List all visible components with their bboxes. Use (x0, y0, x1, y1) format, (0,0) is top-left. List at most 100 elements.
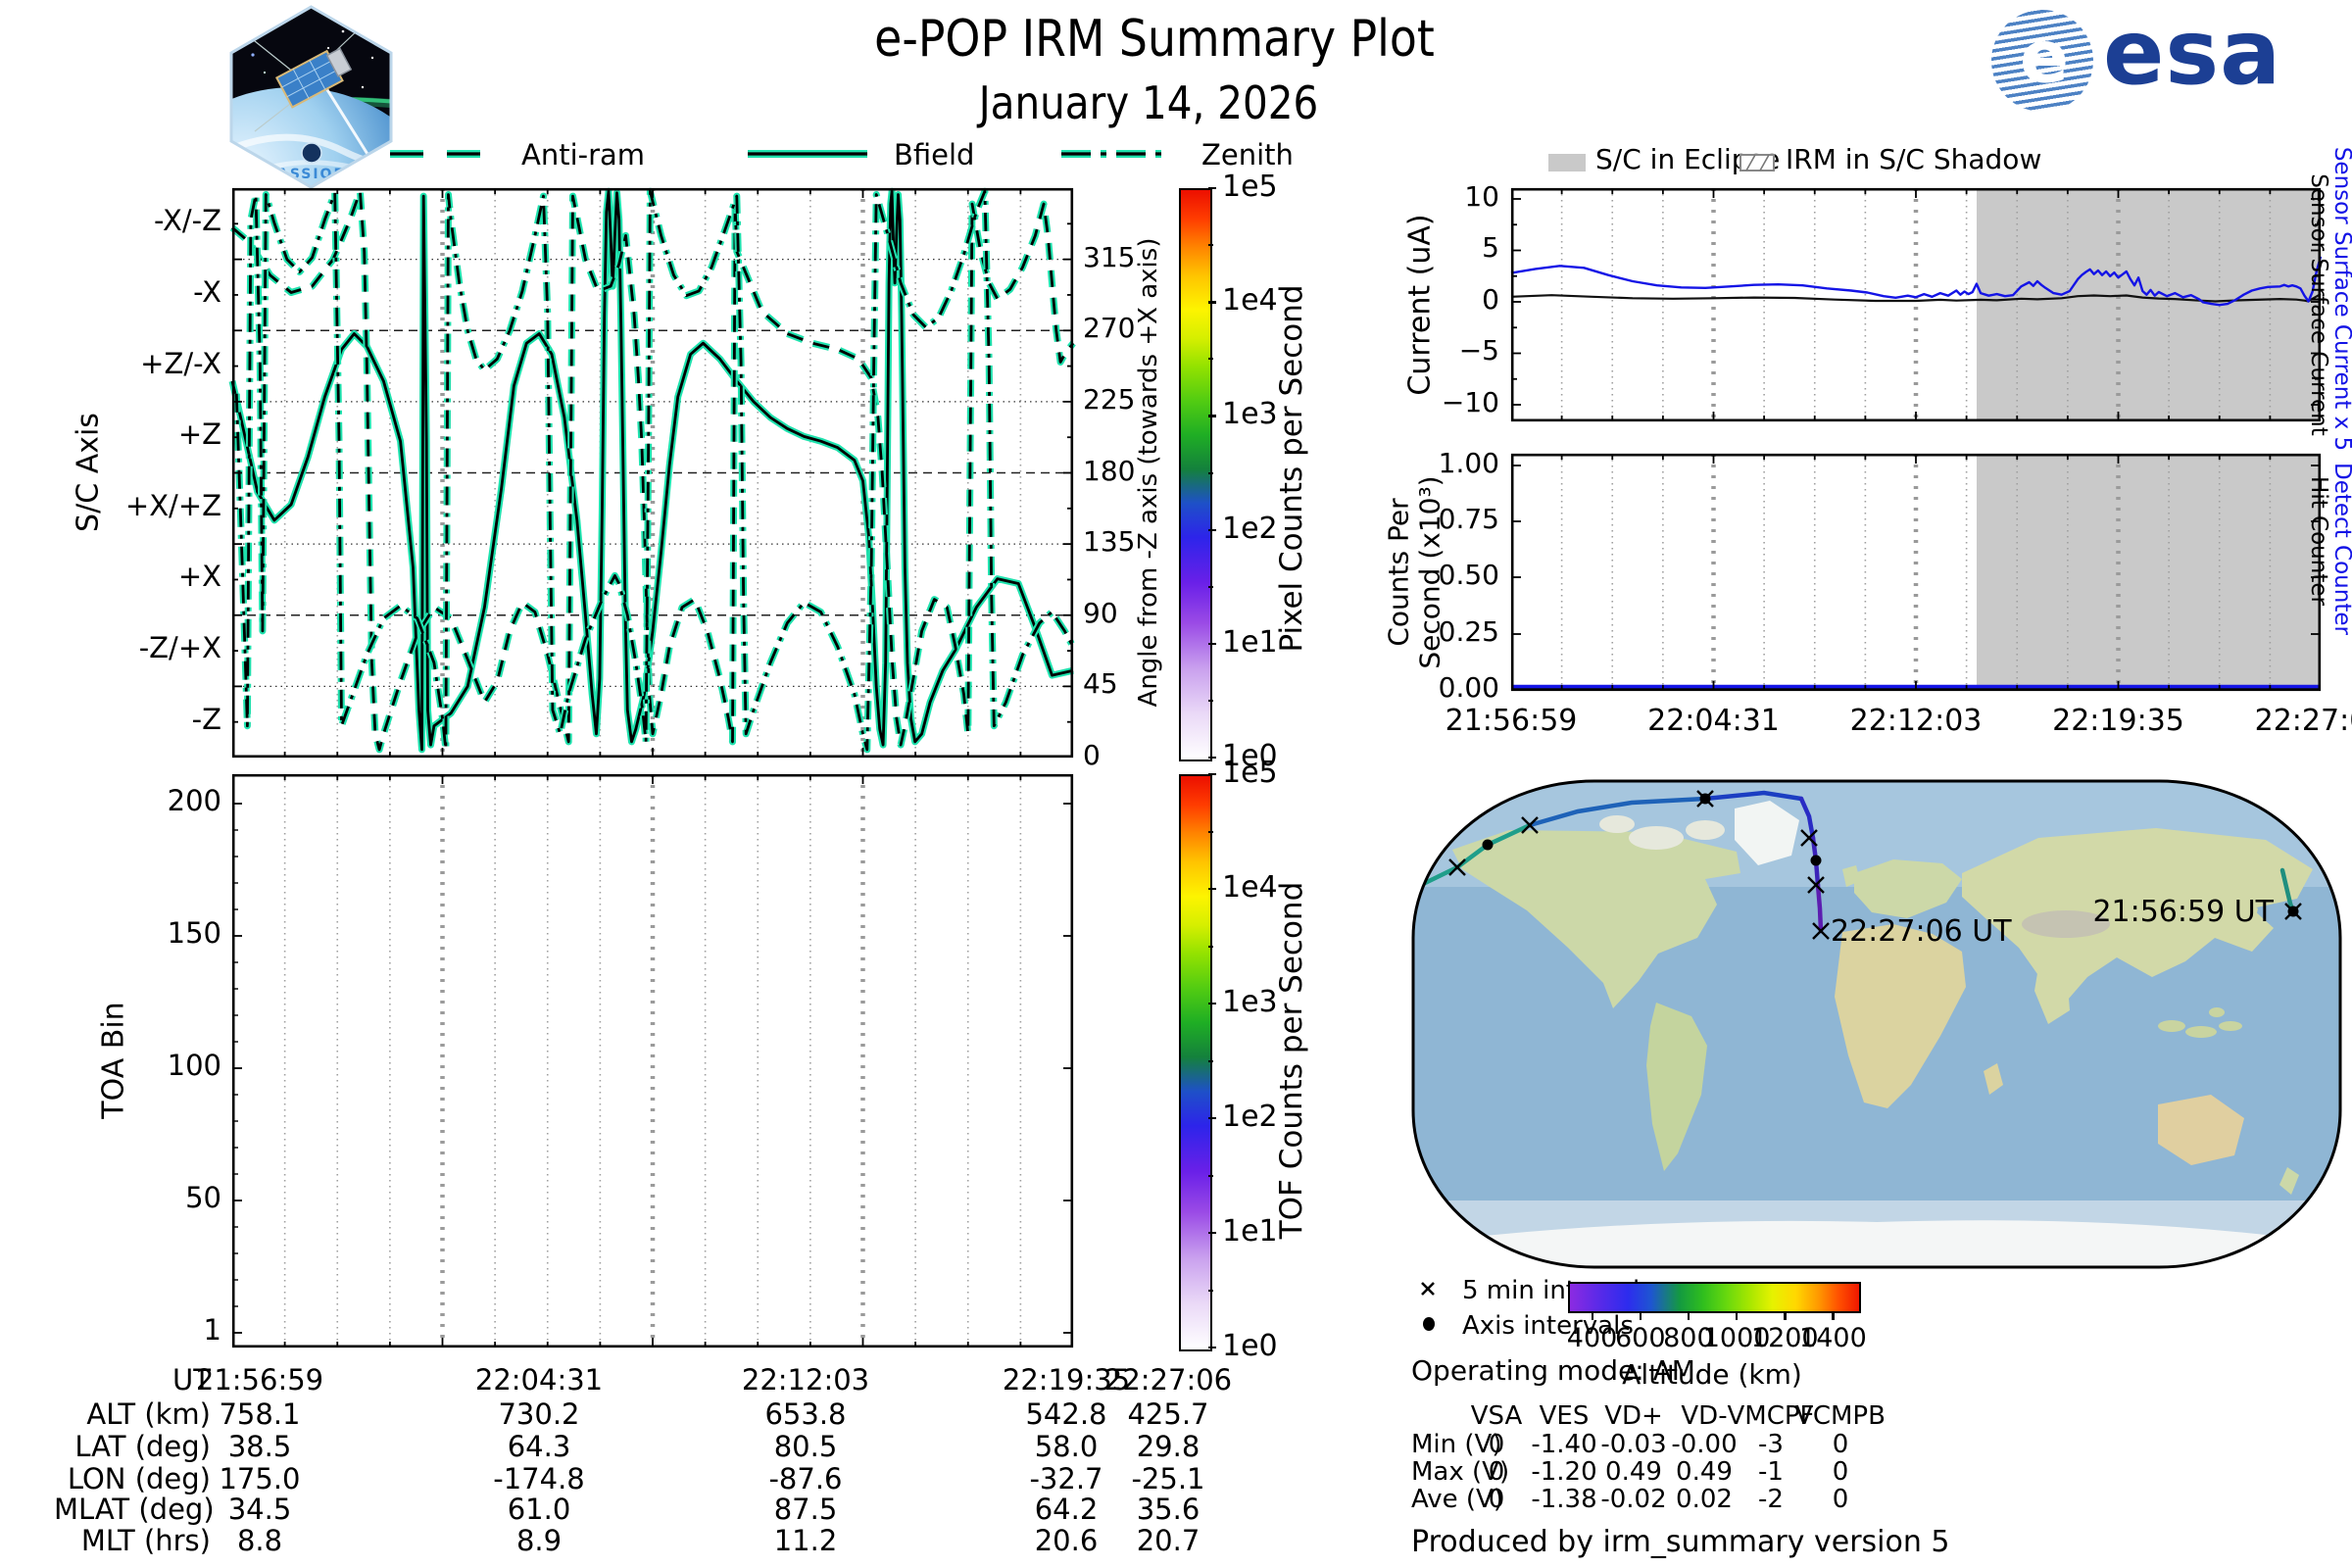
toa-ytick-label: 200 (167, 784, 221, 817)
counts-ytick-label: 0.00 (1438, 671, 1499, 704)
world-map (1411, 779, 2342, 1269)
altitude-tick (1687, 1311, 1690, 1320)
ephemeris-cell: -32.7 (1029, 1462, 1103, 1495)
ephemeris-cell: 64.3 (507, 1430, 571, 1463)
tof-colorbar-tick-label: 1e1 (1222, 1214, 1278, 1249)
ephemeris-cell: 22:04:31 (474, 1363, 604, 1396)
current-ytick-label: −5 (1458, 334, 1499, 367)
altitude-colorbar-label: Altitude (km) (1622, 1358, 1802, 1391)
pixel-colorbar-tick-tick (1208, 642, 1216, 646)
ephemeris-cell: 22:12:03 (741, 1363, 870, 1396)
map-end-time-label: 22:27:06 UT (1831, 914, 2012, 949)
voltage-cell: -2 (1758, 1485, 1784, 1514)
attitude-category-label: -Z/+X (138, 631, 221, 664)
ephemeris-row-label: UT (172, 1363, 211, 1396)
ephemeris-cell: 34.5 (227, 1493, 292, 1526)
attitude-right-tick-label: 90 (1083, 597, 1118, 629)
dot-marker-icon (1423, 1317, 1435, 1331)
ground-track-segment (1815, 882, 1824, 934)
page-subtitle-date: January 14, 2026 (978, 76, 1319, 129)
attitude-right-tick-label: 225 (1083, 383, 1136, 416)
attitude-category-label: -X (193, 275, 221, 309)
pixel-colorbar-tick-label: 1e5 (1222, 170, 1278, 204)
pixel-colorbar-tick-tick (1208, 757, 1216, 760)
attitude-category-label: +X/+Z (124, 489, 221, 522)
pixel-colorbar-tick-label: 1e0 (1222, 739, 1278, 773)
pixel-colorbar-tick-tick (1208, 528, 1216, 531)
voltage-cell: 0 (1488, 1457, 1505, 1487)
pixel-colorbar (1179, 188, 1212, 761)
current-ytick-label: −10 (1441, 386, 1499, 418)
pixel-colorbar-tick-minor-tick (1208, 585, 1213, 588)
altitude-tick (1784, 1311, 1787, 1320)
legend-zenith-swatch-icon (1061, 150, 1169, 158)
ephemeris-cell: 20.7 (1136, 1524, 1200, 1557)
altitude-tick (1736, 1311, 1739, 1320)
altitude-tick (1639, 1311, 1642, 1320)
counts-ytick-label: 0.75 (1438, 503, 1499, 535)
altitude-tick-label: 400 (1566, 1323, 1618, 1353)
time-tick-label: 22:12:03 (1849, 704, 1983, 738)
tof-colorbar-tick-label: 1e0 (1222, 1329, 1278, 1363)
counts-plot (1510, 453, 2322, 692)
tof-colorbar-tick-label: 1e2 (1222, 1100, 1278, 1134)
voltage-cell: 0 (1832, 1457, 1849, 1487)
toa-ytick-label: 50 (185, 1181, 221, 1214)
ephemeris-cell: 20.6 (1034, 1524, 1099, 1557)
pixel-colorbar-tick-label: 1e1 (1222, 624, 1278, 660)
ephemeris-cell: 58.0 (1034, 1430, 1099, 1463)
voltage-cell: -0.00 (1671, 1430, 1738, 1459)
attitude-right-tick-label: 180 (1083, 455, 1136, 487)
voltage-cell: -1.38 (1531, 1485, 1597, 1514)
footer-version-label: Produced by irm_summary version 5 (1411, 1525, 1950, 1559)
tof-colorbar-tick-tick (1208, 1347, 1216, 1349)
pixel-colorbar-tick-label: 1e4 (1222, 283, 1278, 318)
attitude-category-label: -Z (191, 703, 221, 736)
toa-ytick-label: 150 (167, 916, 221, 950)
altitude-tick (1832, 1311, 1835, 1320)
ephemeris-cell: 61.0 (507, 1493, 571, 1526)
voltage-cell: -1 (1758, 1457, 1784, 1487)
attitude-category-label: +Z (177, 417, 221, 451)
ephemeris-cell: 22:19:35 (1002, 1363, 1131, 1396)
time-tick-label: 21:56:59 (1445, 704, 1578, 738)
altitude-tick-label: 1400 (1799, 1323, 1867, 1353)
pixel-colorbar-tick-tick (1208, 301, 1216, 304)
current-ytick-label: 5 (1482, 231, 1499, 264)
voltage-cell: 0 (1488, 1430, 1505, 1459)
voltage-cell: 0 (1488, 1485, 1505, 1514)
pixel-colorbar-tick-tick (1208, 187, 1216, 190)
ephemeris-cell: 175.0 (219, 1462, 301, 1495)
ephemeris-row-label: MLAT (deg) (54, 1493, 215, 1526)
voltage-cell: 0 (1832, 1430, 1849, 1459)
ephemeris-row-label: LON (deg) (67, 1462, 211, 1495)
ephemeris-cell: 22:27:06 (1103, 1363, 1233, 1396)
ground-track-segment (1798, 796, 1816, 841)
tof-colorbar-tick-tick (1208, 1003, 1216, 1005)
ground-track-segment (1527, 796, 1708, 828)
attitude-right-axis-label: Angle from -Z axis (towards +X axis) (1134, 237, 1163, 708)
ephemeris-cell: 87.5 (773, 1493, 838, 1526)
voltage-column-header: VD+ (1604, 1401, 1663, 1431)
legend-bfield-swatch-icon (748, 150, 867, 158)
ephemeris-cell: 80.5 (773, 1430, 838, 1463)
voltage-cell: -3 (1758, 1430, 1784, 1459)
tof-colorbar-tick-label: 1e4 (1222, 870, 1278, 905)
cassiope-patch-icon: CASSIOPE (229, 5, 393, 189)
voltage-cell: 0.02 (1676, 1485, 1733, 1514)
map-basemap (1413, 781, 2340, 1267)
ephemeris-cell: 38.5 (227, 1430, 292, 1463)
tof-colorbar-tick-label: 1e5 (1222, 756, 1278, 790)
attitude-category-label: -X/-Z (154, 204, 221, 237)
voltage-row-label: Ave (V) (1411, 1485, 1503, 1514)
attitude-category-label: +X (177, 560, 221, 593)
ground-track-segment (1702, 790, 1804, 802)
voltage-cell: -0.02 (1600, 1485, 1667, 1514)
current-plot (1510, 187, 2323, 422)
tof-colorbar-tick-label: 1e3 (1222, 985, 1278, 1019)
counts-right-label-blue: Detect Counter (2329, 463, 2352, 635)
ephemeris-cell: 653.8 (764, 1397, 847, 1431)
attitude-right-tick-label: 45 (1083, 667, 1118, 700)
ephemeris-cell: 758.1 (219, 1397, 301, 1431)
counts-ytick-label: 1.00 (1438, 447, 1499, 479)
